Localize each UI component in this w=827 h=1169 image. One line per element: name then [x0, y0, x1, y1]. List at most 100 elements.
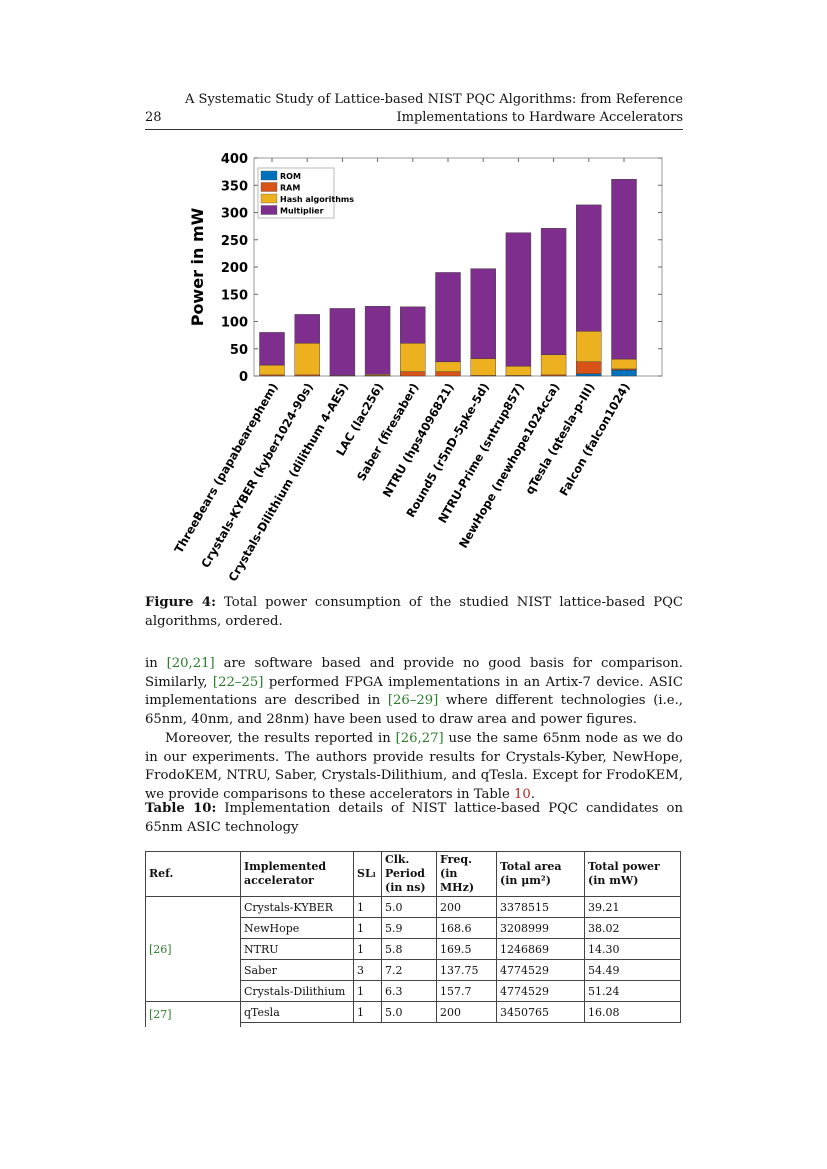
table-cell: 1246869: [496, 938, 585, 960]
table-cell: Saber: [240, 959, 354, 981]
bar-segment-hash-algorithms: [576, 331, 602, 363]
y-tick-label: 300: [221, 207, 248, 222]
legend-swatch: [260, 193, 278, 204]
implementation-table: Ref. Implemented accelerator SLₗ Clk. Perio…: [145, 851, 681, 1027]
table-cell: 137.75: [436, 959, 497, 981]
legend-swatch: [260, 205, 278, 215]
bar-segment-hash-algorithms: [259, 364, 285, 376]
table-cell: 168.6: [436, 917, 497, 939]
bar-segment-hash-algorithms: [294, 343, 320, 376]
y-tick-label: 250: [221, 234, 248, 249]
y-tick-label: 100: [221, 316, 248, 331]
table-caption-text: Implementation details of NIST lattice-b…: [145, 801, 683, 835]
y-tick-label: 0: [239, 370, 248, 385]
table-cell: 4774529: [496, 980, 585, 1002]
bar-segment-multiplier: [259, 332, 285, 366]
ref-cell[interactable]: [27]: [145, 1001, 241, 1027]
legend-label: ROM: [280, 172, 301, 181]
table-cell: 3450765: [496, 1001, 585, 1023]
table-header-row: Ref. Implemented accelerator SLₗ Clk. Perio…: [145, 851, 681, 897]
table-cell: 39.21: [584, 896, 681, 918]
paragraph-2: Moreover, the results reported in [26,27…: [145, 731, 683, 803]
running-title-line1: A Systematic Study of Lattice-based NIST…: [185, 92, 683, 107]
column-header: Clk. Period (in ns): [381, 851, 437, 897]
column-header: Ref.: [145, 851, 241, 897]
bar-segment-multiplier: [470, 268, 496, 359]
column-header: Total area (in μm²): [496, 851, 585, 897]
bar-segment-multiplier: [505, 232, 532, 367]
table-caption: Table 10: Implementation details of NIST…: [145, 800, 683, 837]
legend-label: Hash algorithms: [280, 195, 354, 204]
bar-segment-ram: [435, 371, 461, 377]
figure-caption: Figure 4: Total power consumption of the…: [145, 594, 683, 631]
table-row: NTRU 1 5.8 169.5 1246869 14.30: [146, 938, 681, 960]
table-cell: 14.30: [584, 938, 681, 960]
bar-segment-rom: [576, 373, 602, 377]
table-row: [27] qTesla 1 5.0 200 3450765 16.08: [145, 1001, 681, 1027]
legend-swatch: [260, 170, 278, 181]
bar-segment-rom: [611, 369, 637, 377]
citation-link[interactable]: [26–29]: [387, 693, 439, 709]
citation-link[interactable]: [22–25]: [212, 674, 264, 690]
y-tick-label: 350: [221, 179, 248, 194]
header-rule: [145, 129, 683, 130]
bar-segment-multiplier: [540, 228, 567, 355]
bar-segment-multiplier: [364, 306, 391, 375]
table-cell: 54.49: [584, 959, 681, 981]
column-header: Total power (in mW): [584, 851, 681, 897]
y-tick-label: 50: [230, 343, 248, 358]
table-cell: 1: [353, 980, 382, 1002]
bar-segment-hash-algorithms: [435, 361, 461, 372]
bar-segment-hash-algorithms: [400, 343, 426, 372]
y-tick-label: 150: [221, 288, 248, 303]
legend-label: RAM: [280, 184, 300, 193]
table-cell: 7.2: [381, 959, 437, 981]
bar-segment-multiplier: [294, 314, 320, 344]
table-cell: 4774529: [496, 959, 585, 981]
bar-segment-ram: [400, 371, 426, 377]
bar-segment-multiplier: [611, 179, 637, 360]
figure-label: Figure 4:: [145, 595, 216, 610]
figure-caption-text: Total power consumption of the studied N…: [145, 595, 684, 629]
table-cell: qTesla: [240, 1001, 354, 1023]
bar-segment-hash-algorithms: [470, 358, 496, 376]
y-tick-label: 200: [221, 261, 248, 276]
table-cell: 5.9: [381, 917, 437, 939]
table-row: [26] Crystals-KYBER 1 5.0 200 3378515 39.21: [145, 896, 681, 1002]
table-cell: 3378515: [496, 896, 585, 918]
bar-segment-hash-algorithms: [505, 365, 532, 376]
y-tick-label: 400: [221, 152, 248, 167]
table-label: Table 10:: [145, 801, 217, 816]
citation-link[interactable]: [20,21]: [166, 656, 215, 671]
page-number: 28: [145, 110, 162, 125]
legend-label: Multiplier: [280, 207, 324, 216]
table-cell: 157.7: [436, 980, 497, 1002]
citation-link[interactable]: [26,27]: [395, 731, 444, 746]
table-cell: Crystals-KYBER: [240, 896, 354, 918]
bar-segment-multiplier: [576, 204, 602, 332]
table-ref-link[interactable]: 10: [514, 787, 531, 803]
table-cell: 16.08: [584, 1001, 681, 1023]
table-cell: Crystals-Dilithium: [240, 980, 354, 1002]
table-cell: 200: [436, 896, 497, 918]
table-cell: NTRU: [240, 938, 354, 960]
table-cell: 51.24: [584, 980, 681, 1002]
table-cell: NewHope: [240, 917, 354, 939]
column-header: Implemented accelerator: [240, 851, 354, 897]
column-header: Freq. (in MHz): [436, 851, 497, 897]
table-cell: 5.8: [381, 938, 437, 960]
table-cell: 1: [353, 938, 382, 960]
bar-segment-multiplier: [435, 272, 461, 363]
bar-segment-multiplier: [329, 308, 356, 376]
table-cell: 1: [353, 917, 382, 939]
table-cell: 200: [436, 1001, 497, 1023]
running-title-line2: Implementations to Hardware Accelerators: [396, 110, 683, 125]
ref-cell[interactable]: [26]: [145, 896, 241, 1002]
table-cell: 5.0: [381, 1001, 437, 1023]
x-tick-label: Falcon (falcon1024): [557, 381, 633, 499]
bar-segment-hash-algorithms: [611, 358, 637, 370]
column-header: SLₗ: [353, 851, 382, 897]
bar-segment-hash-algorithms: [540, 354, 567, 376]
